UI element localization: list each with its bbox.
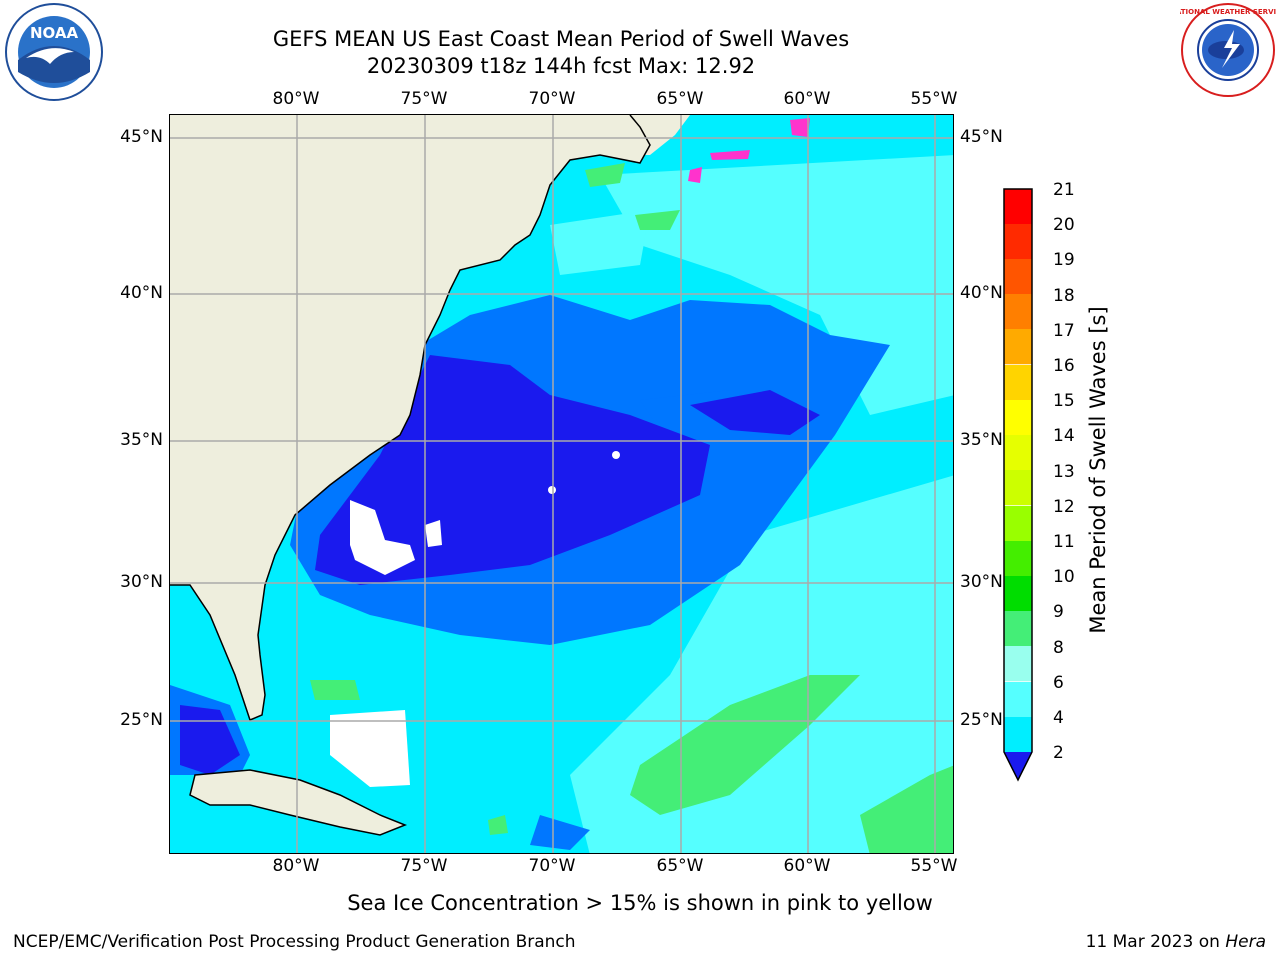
colorbar-swatch [1004,717,1032,753]
coastline [170,115,651,722]
lon-tick-top: 80°W [272,89,320,109]
colorbar-label: 4 [1053,708,1064,728]
colorbar-label: 2 [1053,743,1064,763]
map-panel [169,114,954,854]
deep-blue-zone [315,355,710,585]
colorbar-swatch [1004,682,1032,718]
colorbar-label: 14 [1053,426,1075,446]
footer-credit: NCEP/EMC/Verification Post Processing Pr… [13,932,576,952]
lon-tick-top: 65°W [656,89,704,109]
sea-ice-patch [790,118,810,137]
lon-tick-bottom: 60°W [783,856,831,876]
green-swell-zone [630,675,860,815]
lat-tick-right: 30°N [960,572,1003,592]
colorbar-swatch [1004,541,1032,577]
colorbar-label: 12 [1053,497,1075,517]
lat-tick-left: 35°N [120,430,163,450]
swell-period-map [170,115,953,853]
colorbar-swatch [1004,224,1032,260]
no-data-patch [330,710,410,787]
lat-tick-right: 45°N [960,127,1003,147]
colorbar-label: 11 [1053,532,1075,552]
lon-tick-bottom: 80°W [272,856,320,876]
colorbar-label: 20 [1053,215,1075,235]
colorbar-swatch [1004,470,1032,506]
deep-blue-zone [180,705,240,775]
no-data-patch [425,520,442,547]
footer-host: Hera [1225,932,1266,952]
footer-date-text: 11 Mar 2023 on [1085,932,1226,952]
colorbar-outline [1003,188,1033,782]
lon-tick-bottom: 65°W [656,856,704,876]
colorbar-title: Mean Period of Swell Waves [s] [1086,306,1110,634]
nws-logo-text: NATIONAL WEATHER SERVICE [1180,8,1276,16]
colorbar-swatch [1004,294,1032,330]
lon-tick-bottom: 75°W [400,856,448,876]
nws-logo: NATIONAL WEATHER SERVICE [1180,3,1276,97]
colorbar-label: 18 [1053,286,1075,306]
lat-tick-right: 40°N [960,283,1003,303]
green-swell-zone [860,765,953,853]
green-swell-zone [585,163,625,187]
lat-tick-right: 25°N [960,710,1003,730]
graticule [170,115,953,853]
colorbar-label: 6 [1053,673,1064,693]
lat-tick-left: 25°N [120,710,163,730]
no-data-patch [350,500,415,575]
green-swell-zone [310,680,360,700]
colorbar-swatch [1004,329,1032,365]
colorbar-swatch [1004,646,1032,682]
colorbar-label: 9 [1053,602,1064,622]
lon-tick-top: 60°W [783,89,831,109]
sea-ice-patch [710,150,750,160]
noaa-logo-text: NOAA [30,24,79,42]
north-america-landmass [170,115,650,720]
lat-tick-left: 45°N [120,127,163,147]
colorbar-label: 13 [1053,462,1075,482]
colorbar-swatch [1004,611,1032,647]
lon-tick-top: 55°W [910,89,958,109]
colorbar [1003,188,1033,782]
chart-title: GEFS MEAN US East Coast Mean Period of S… [272,27,850,51]
sea-ice-patch [688,167,702,183]
mid-blue-zone [530,815,590,850]
colorbar-swatch [1004,259,1032,295]
colorbar-label: 17 [1053,321,1075,341]
lon-tick-bottom: 70°W [528,856,576,876]
sea-ice-note: Sea Ice Concentration > 15% is shown in … [347,891,933,915]
colorbar-swatch [1004,506,1032,542]
lat-tick-right: 35°N [960,430,1003,450]
colorbar-swatch [1004,400,1032,436]
colorbar-swatch [1004,435,1032,471]
lon-tick-top: 70°W [528,89,576,109]
colorbar-label: 10 [1053,567,1075,587]
coastline [189,769,408,836]
colorbar-under-arrow [1004,752,1032,780]
colorbar-swatch [1004,365,1032,401]
footer-date: 11 Mar 2023 on Hera [1086,932,1266,952]
pale-swell-zone [550,210,650,275]
noaa-logo: NOAA [5,3,103,101]
deep-blue-zone [690,390,820,435]
lat-tick-left: 40°N [120,283,163,303]
nova-scotia-landmass [630,115,690,155]
lat-tick-left: 30°N [120,572,163,592]
colorbar-label: 16 [1053,356,1075,376]
colorbar-swatch [1004,189,1032,225]
colorbar-label: 19 [1053,250,1075,270]
chart-subtitle: 20230309 t18z 144h fcst Max: 12.92 [366,54,756,78]
green-swell-zone [488,815,508,835]
colorbar-label: 15 [1053,391,1075,411]
colorbar-swatch [1004,576,1032,612]
green-swell-zone [635,210,680,230]
no-data-patch [612,451,620,459]
no-data-patch [548,486,556,494]
lon-tick-bottom: 55°W [910,856,958,876]
colorbar-label: 21 [1053,180,1075,200]
colorbar-label: 8 [1053,638,1064,658]
lon-tick-top: 75°W [400,89,448,109]
